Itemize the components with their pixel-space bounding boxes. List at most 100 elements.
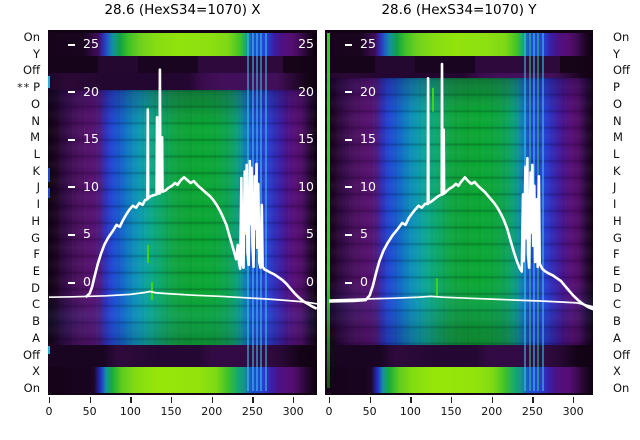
axis-row-label: G (31, 230, 40, 245)
edge-mark (48, 168, 50, 182)
edge-mark (48, 346, 50, 354)
axis-row-label: N (613, 113, 622, 128)
axis-row-label: Off (613, 347, 630, 362)
edge-mark (48, 76, 50, 88)
x-tick-label: 200 (201, 405, 223, 418)
row-labels-right: On Y Off P O N M L K J I H G F E D C B A Off X On (611, 0, 640, 440)
heatmap-main-block (325, 78, 593, 345)
y-tick-label-inner-right: 20 (298, 83, 314, 99)
axis-row-label: On (23, 30, 40, 44)
axis-row-label: B (613, 314, 621, 329)
axis-row-label: N (31, 113, 40, 128)
y-tick-label-inner-left: 20 (345, 84, 376, 99)
axis-row-label: K (613, 163, 621, 178)
heatmap-panel-x: 25 25 20 20 15 15 10 10 5 5 0 0 (48, 30, 317, 395)
x-tick-label: 200 (481, 405, 503, 418)
y-tick-label-inner-left: 0 (345, 275, 368, 289)
bright-band-top (325, 33, 593, 56)
row-labels-left: On Y Off ** P O N M L K J I H G F E D C B A Off X On (0, 0, 41, 440)
heatmap-main-block (48, 90, 317, 345)
y-tick-label-inner-right: 5 (306, 226, 314, 242)
axis-row-label: L (33, 146, 40, 161)
dark-gap-row-off (325, 345, 593, 367)
green-edge-line (327, 33, 330, 388)
axis-row-label: Y (613, 46, 621, 61)
y-tick-label-inner-left: 25 (68, 37, 99, 51)
axis-row-label: Y (32, 46, 40, 61)
axis-row-label: B (32, 314, 40, 329)
y-tick-label-inner-right: 0 (306, 274, 314, 289)
axis-row-label: F (613, 247, 620, 262)
y-tick-dash (345, 186, 352, 189)
y-tick-dash (345, 138, 352, 141)
y-tick-dash (68, 233, 75, 236)
x-tick-mark (573, 397, 575, 403)
axis-row-label: G (613, 230, 622, 245)
dark-gap-row-off (48, 345, 317, 367)
y-tick-label-inner-left: 5 (345, 227, 368, 241)
axis-row-label: Off (23, 347, 40, 362)
axis-row-label: H (613, 213, 622, 228)
axis-row-label: O (613, 96, 623, 111)
x-tick-label: 50 (82, 405, 97, 418)
y-tick-dash (68, 138, 75, 141)
x-tick-mark (451, 397, 453, 403)
y-tick-dash (68, 281, 75, 284)
x-axis-y-panel: 0 50 100 150 200 250 300 (325, 395, 593, 425)
dark-purple-row (325, 73, 593, 78)
x-tick-mark (89, 397, 92, 403)
bright-band-bottom (325, 367, 593, 393)
x-tick-mark (211, 397, 214, 403)
x-tick-label: 150 (160, 405, 182, 418)
x-tick-label: 300 (282, 405, 304, 418)
panel-x-title: 28.6 (HexS34=1070) X (104, 2, 261, 18)
axis-row-label: O (30, 96, 40, 111)
y-tick-label-inner-left: 10 (68, 179, 99, 194)
x-axis-x-panel: 0 50 100 150 200 250 300 (46, 395, 317, 425)
axis-row-label: P (613, 80, 620, 95)
axis-row-label: C (31, 297, 40, 312)
y-tick-label-inner-right: 25 (298, 36, 314, 51)
panel-y-title: 28.6 (HexS34=1070) Y (381, 2, 537, 18)
axis-row-label: Off (23, 63, 40, 78)
axis-row-label: H (31, 213, 40, 228)
profile-curve (84, 68, 317, 310)
axis-row-label: A (613, 330, 621, 345)
x-tick-mark (130, 397, 132, 403)
x-tick-mark (49, 397, 51, 403)
x-tick-mark (252, 397, 254, 403)
y-tick-label-inner-left: 20 (68, 84, 99, 99)
baseline-curve (48, 290, 317, 305)
y-tick-label-inner-right: 10 (298, 178, 314, 194)
axis-row-label: Off (613, 63, 630, 78)
x-tick-mark (491, 397, 494, 403)
y-tick-label-inner-left: 15 (68, 132, 99, 146)
profile-curve-overlay-x (48, 68, 317, 310)
axis-row-label: K (32, 163, 40, 178)
x-tick-label: 0 (45, 405, 53, 418)
cyan-stripe (265, 33, 267, 391)
edge-mark (48, 188, 50, 198)
axis-row-label: I (613, 197, 617, 212)
y-tick-dash (68, 91, 75, 94)
x-tick-mark (532, 397, 534, 403)
x-tick-label: 250 (521, 405, 543, 418)
y-tick-dash (345, 91, 352, 94)
y-tick-label-inner-left: 15 (345, 132, 376, 146)
y-tick-label-inner-left: 25 (345, 37, 376, 51)
heatmap-panel-y: 25 20 15 10 5 0 (325, 30, 593, 395)
axis-row-label: X (32, 364, 40, 379)
x-tick-label: 100 (119, 405, 141, 418)
axis-row-label: On (613, 30, 630, 44)
bright-band-top (48, 33, 317, 56)
y-tick-dash (68, 186, 75, 189)
axis-row-label: F (33, 247, 40, 262)
axis-row-label: L (613, 146, 620, 161)
axis-row-label: ** P (17, 80, 40, 95)
double-asterisk-marker: ** (17, 81, 31, 95)
y-tick-label-inner-left: 10 (345, 179, 376, 194)
x-tick-mark (369, 397, 372, 403)
cyan-stripe (542, 33, 544, 391)
x-tick-mark (293, 397, 295, 403)
